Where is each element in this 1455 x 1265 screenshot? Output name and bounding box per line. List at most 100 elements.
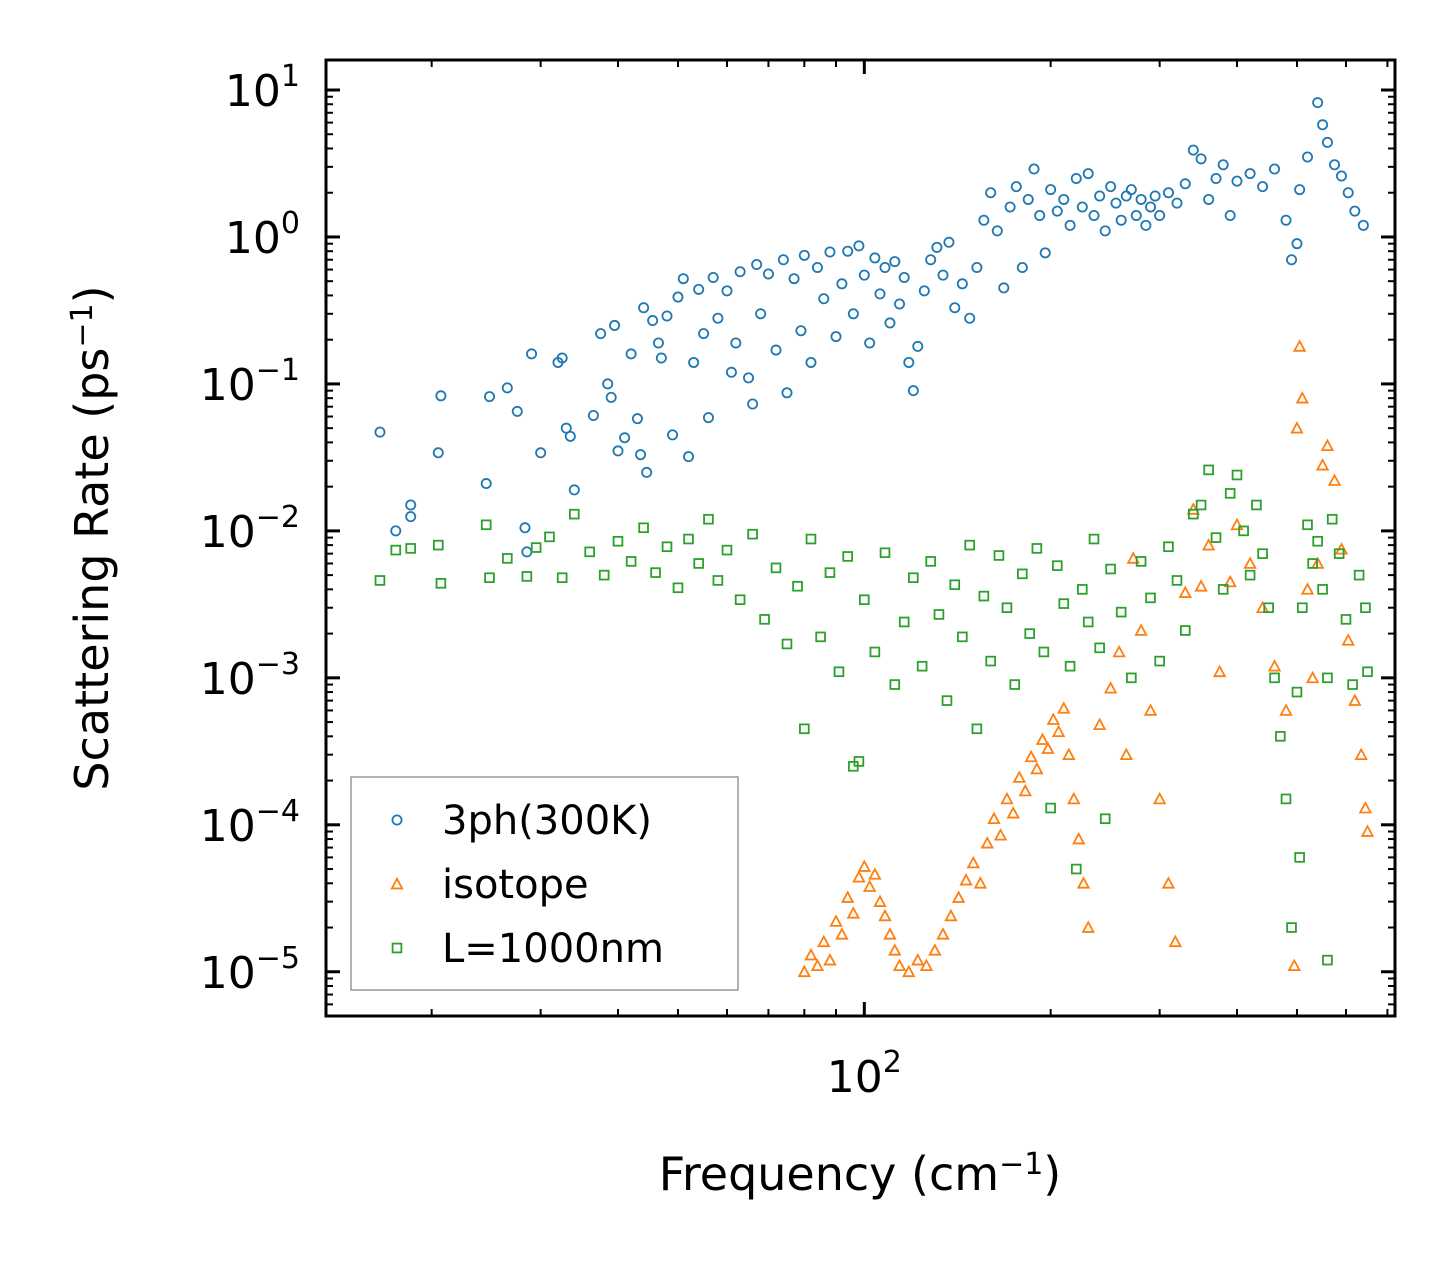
data-point	[892, 958, 907, 971]
data-point	[873, 894, 887, 907]
data-point	[957, 631, 968, 643]
data-point	[1103, 681, 1118, 694]
data-point	[1000, 791, 1014, 805]
data-point	[842, 551, 853, 562]
data-point	[1099, 813, 1111, 825]
data-point	[966, 855, 981, 869]
data-point	[638, 522, 649, 534]
data-point	[1295, 391, 1310, 404]
data-points-layer	[374, 97, 1375, 978]
data-point	[1028, 163, 1040, 175]
data-point	[1341, 633, 1355, 646]
data-point	[798, 249, 810, 261]
data-point	[868, 867, 882, 880]
plot-area	[374, 97, 1375, 978]
data-point	[683, 451, 695, 463]
data-point	[743, 372, 755, 384]
data-point	[759, 614, 770, 625]
data-point	[647, 315, 659, 327]
data-point	[777, 254, 789, 266]
data-point	[1082, 616, 1094, 628]
data-point	[1349, 205, 1361, 217]
data-point	[964, 539, 976, 551]
data-point	[781, 638, 793, 650]
data-point	[1294, 852, 1305, 863]
data-point	[1223, 574, 1237, 588]
data-point	[584, 546, 595, 558]
data-point	[836, 278, 848, 290]
data-point	[693, 558, 704, 569]
data-point	[1300, 582, 1315, 595]
data-point	[964, 312, 976, 324]
data-point	[902, 964, 916, 978]
data-point	[879, 261, 891, 273]
y-tick-label: 10−4	[200, 794, 300, 852]
data-point	[1034, 209, 1046, 221]
data-point	[1070, 172, 1082, 184]
data-point	[1099, 225, 1111, 237]
legend-marker	[391, 942, 403, 954]
tick-labels: 10−5 10−4 10−3 10−2 10−1 100 101 102	[200, 59, 902, 1103]
data-point	[1154, 655, 1165, 667]
data-point	[1171, 575, 1183, 586]
data-point	[1312, 535, 1323, 547]
data-point	[829, 914, 843, 927]
data-point	[1210, 172, 1222, 184]
data-point	[1031, 543, 1043, 554]
data-point	[1290, 421, 1304, 434]
data-point	[432, 447, 444, 459]
data-point	[835, 927, 849, 940]
data-point	[484, 572, 495, 584]
data-point	[1353, 569, 1365, 581]
data-point	[1145, 201, 1157, 213]
data-point	[943, 236, 955, 248]
data-point	[833, 666, 845, 678]
data-point	[1307, 558, 1318, 569]
data-point	[1058, 193, 1070, 205]
data-point	[519, 522, 531, 534]
data-point	[770, 562, 782, 574]
data-point	[879, 547, 891, 559]
data-point	[1045, 184, 1057, 196]
data-point	[795, 325, 807, 337]
data-point	[1152, 791, 1167, 805]
data-point	[405, 499, 417, 511]
data-point	[511, 405, 523, 417]
data-point	[1154, 209, 1166, 221]
data-point	[1016, 261, 1028, 273]
data-point	[1302, 151, 1314, 163]
data-point	[502, 553, 513, 564]
x-tick-label: 102	[827, 1045, 902, 1103]
data-point	[1358, 800, 1373, 814]
data-point	[799, 723, 810, 735]
data-point	[1024, 749, 1038, 763]
data-point	[1076, 201, 1088, 213]
data-point	[1035, 732, 1050, 745]
legend-label: isotope	[442, 862, 589, 908]
data-point	[1360, 824, 1375, 837]
data-point	[1058, 598, 1070, 609]
data-point	[595, 328, 607, 340]
data-point	[1143, 703, 1158, 716]
data-point	[605, 391, 617, 403]
y-tick-label: 10−1	[200, 353, 300, 411]
data-point	[1149, 190, 1161, 202]
data-point	[652, 337, 664, 349]
data-point	[937, 269, 949, 281]
data-point	[862, 879, 877, 892]
y-tick-label: 10−3	[200, 647, 300, 705]
data-point	[1126, 672, 1137, 684]
data-point	[672, 291, 684, 303]
data-point	[971, 261, 983, 273]
data-point	[824, 567, 836, 578]
legend-marker	[391, 814, 403, 826]
plot-frame	[324, 58, 1397, 1018]
data-point	[919, 958, 934, 971]
data-point	[1354, 747, 1368, 761]
data-point	[1017, 568, 1028, 580]
data-point	[781, 387, 793, 399]
x-axis-label: Frequency (cm−1)	[659, 1147, 1062, 1201]
data-point	[1051, 205, 1063, 217]
data-point	[853, 756, 865, 767]
data-point	[1082, 168, 1094, 180]
